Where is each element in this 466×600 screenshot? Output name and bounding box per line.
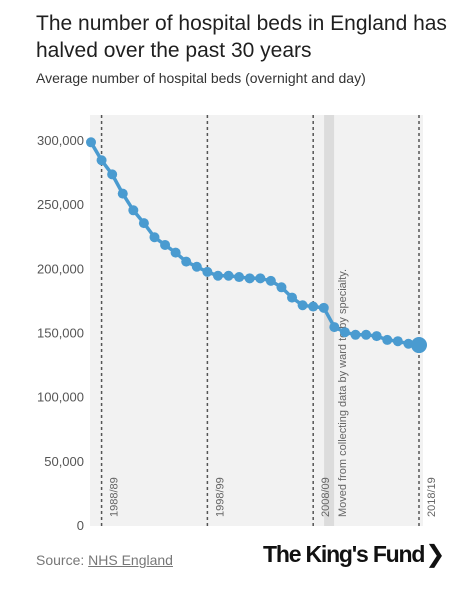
data-point <box>96 155 107 166</box>
y-tick-label: 0 <box>77 518 84 533</box>
data-point <box>329 322 340 333</box>
data-point <box>382 334 393 345</box>
data-point <box>318 302 329 313</box>
data-point <box>149 232 160 243</box>
data-point <box>191 261 202 272</box>
y-tick-label: 100,000 <box>37 390 84 405</box>
data-point <box>350 329 361 340</box>
data-point <box>202 266 213 277</box>
kings-fund-logo: The King's Fund ❯ <box>263 540 445 569</box>
data-point <box>181 256 192 267</box>
data-point-latest <box>411 337 427 354</box>
period-marker-label: 1998/99 <box>214 477 226 517</box>
chevron-right-icon: ❯ <box>425 541 445 568</box>
y-tick-label: 300,000 <box>37 133 84 148</box>
source-prefix: Source: <box>36 552 89 568</box>
data-point <box>117 188 128 199</box>
chart-subtitle: Average number of hospital beds (overnig… <box>36 70 366 86</box>
y-tick-label: 200,000 <box>37 261 84 276</box>
data-point <box>255 273 266 284</box>
methodology-annotation: Moved from collecting data by ward to by… <box>337 269 349 517</box>
data-point <box>223 270 234 281</box>
data-point <box>107 169 118 180</box>
data-point <box>361 329 372 340</box>
period-marker-label: 2018/19 <box>426 477 438 517</box>
logo-text: The King's Fund <box>263 541 425 567</box>
data-point <box>138 218 149 229</box>
data-point <box>170 247 181 258</box>
data-point <box>234 272 245 283</box>
data-point <box>128 205 139 216</box>
y-tick-label: 50,000 <box>44 454 84 469</box>
data-point <box>339 327 350 338</box>
data-point <box>403 338 414 349</box>
data-point <box>244 273 255 284</box>
data-point <box>86 137 96 148</box>
plot-background <box>90 115 423 526</box>
data-point <box>276 282 287 293</box>
period-marker-label: 1988/89 <box>109 477 121 517</box>
data-point <box>371 331 382 342</box>
data-point <box>212 270 223 281</box>
data-point <box>308 301 319 312</box>
data-point <box>265 275 276 286</box>
data-point <box>392 336 403 347</box>
source-link[interactable]: NHS England <box>88 552 173 568</box>
source-note: Source: NHS England <box>36 552 173 568</box>
y-tick-label: 250,000 <box>37 197 84 212</box>
y-tick-label: 150,000 <box>37 326 84 341</box>
data-point <box>160 239 171 250</box>
data-point <box>297 300 308 311</box>
period-marker-label: 2008/09 <box>320 477 332 517</box>
chart-title: The number of hospital beds in England h… <box>36 12 447 62</box>
data-point <box>287 292 298 303</box>
